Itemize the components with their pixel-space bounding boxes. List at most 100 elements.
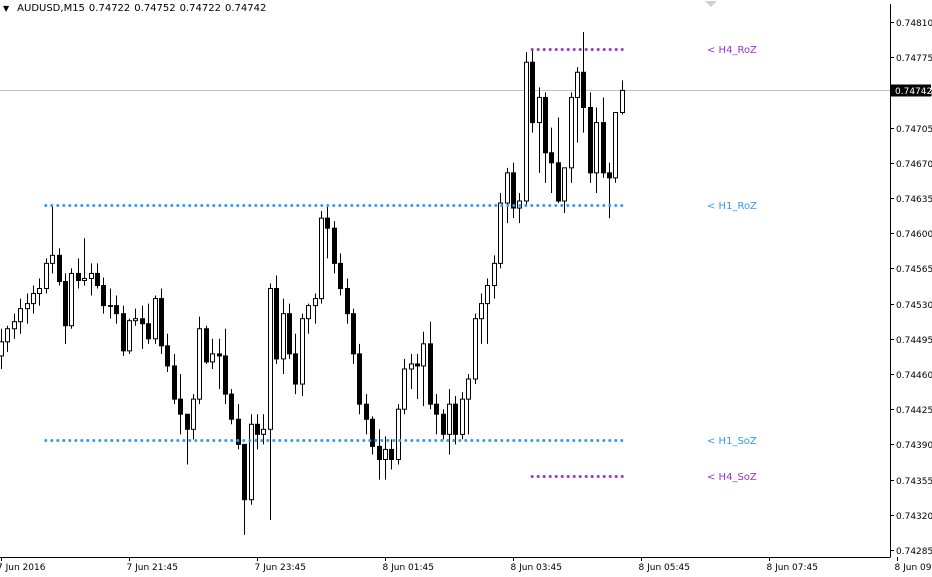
candle-down — [544, 97, 548, 152]
candle-down — [435, 404, 439, 414]
candle-down — [346, 289, 350, 314]
candle-up — [45, 263, 49, 288]
candle-up — [621, 90, 625, 112]
y-tick-label: 0.74775 — [896, 54, 932, 64]
level-label: < H4_RoZ — [707, 45, 757, 56]
candle-up — [422, 344, 426, 366]
y-tick-label: 0.74530 — [896, 301, 932, 311]
candle-down — [115, 306, 119, 314]
candle-up — [493, 263, 497, 285]
candle-up — [525, 62, 529, 201]
chart-shift-marker — [705, 1, 717, 7]
candle-up — [0, 342, 4, 356]
candle-down — [352, 314, 356, 354]
candle-down — [557, 163, 561, 201]
candle-down — [96, 273, 100, 285]
candle-down — [256, 424, 260, 434]
candle-down — [166, 346, 170, 366]
candle-up — [314, 299, 318, 306]
candle-down — [416, 364, 420, 366]
candle-up — [250, 424, 254, 499]
candle-down — [77, 273, 81, 280]
candle-up — [211, 354, 215, 362]
candle-down — [378, 446, 382, 459]
candle-up — [301, 319, 305, 384]
candle-down — [365, 404, 369, 419]
candle-up — [397, 409, 401, 459]
candle-up — [51, 255, 55, 263]
candle-up — [32, 294, 36, 304]
candle-down — [288, 314, 292, 354]
x-tick-label: 7 Jun 23:45 — [255, 563, 306, 573]
candle-down — [218, 354, 222, 356]
candle-up — [499, 203, 503, 263]
candle-up — [467, 379, 471, 399]
candle-up — [461, 399, 465, 434]
y-tick-label: 0.74635 — [896, 195, 932, 205]
y-tick-label: 0.74355 — [896, 477, 932, 487]
candle-up — [576, 72, 580, 97]
candle-up — [109, 306, 113, 307]
candle-up — [192, 399, 196, 429]
candle-up — [410, 364, 414, 369]
candle-down — [173, 366, 177, 399]
candle-down — [102, 285, 106, 305]
candle-up — [320, 218, 324, 298]
candle-down — [333, 228, 337, 263]
level-label: < H1_SoZ — [707, 436, 757, 447]
candle-down — [582, 72, 586, 107]
candle-up — [563, 168, 567, 201]
candle-down — [326, 218, 330, 228]
y-tick-label: 0.74425 — [896, 406, 932, 416]
candle-up — [506, 173, 510, 203]
y-tick-label: 0.74705 — [896, 125, 932, 135]
candle-up — [83, 278, 87, 280]
candle-up — [614, 113, 618, 178]
x-tick-label: 8 Jun 05:45 — [639, 563, 690, 573]
y-tick-label: 0.74285 — [896, 547, 932, 557]
candle-up — [26, 304, 30, 309]
candle-down — [243, 444, 247, 499]
candle-down — [339, 263, 343, 288]
candle-down — [147, 324, 151, 339]
candle-up — [384, 449, 388, 459]
candle-down — [390, 449, 394, 459]
candle-up — [19, 309, 23, 322]
y-tick-label: 0.74810 — [896, 19, 932, 29]
level-label: < H4_SoZ — [707, 472, 757, 483]
candle-down — [58, 255, 62, 281]
candle-up — [570, 97, 574, 167]
candle-up — [128, 321, 132, 351]
candle-down — [205, 329, 209, 362]
x-tick-label: 8 Jun 09:45 — [895, 563, 932, 573]
candle-down — [186, 414, 190, 429]
x-tick-label: 8 Jun 07:45 — [767, 563, 818, 573]
candle-up — [486, 285, 490, 303]
candle-up — [282, 314, 286, 359]
candle-up — [262, 429, 266, 434]
candle-up — [307, 306, 311, 319]
candle-down — [64, 281, 68, 325]
candle-up — [38, 289, 42, 294]
candle-down — [608, 173, 612, 178]
candle-up — [198, 329, 202, 399]
y-tick-label: 0.74670 — [896, 160, 932, 170]
y-tick-label: 0.74390 — [896, 441, 932, 451]
candle-up — [538, 97, 542, 122]
candle-up — [269, 289, 273, 430]
candle-down — [589, 107, 593, 172]
candle-down — [550, 153, 554, 163]
candle-up — [154, 299, 158, 339]
x-tick-label: 7 Jun 2016 — [0, 563, 46, 573]
candle-up — [480, 304, 484, 319]
candle-down — [141, 319, 145, 324]
price-tag-label: 0.74742 — [895, 87, 932, 97]
candle-up — [474, 319, 478, 379]
candle-down — [371, 419, 375, 446]
y-tick-label: 0.74565 — [896, 265, 932, 275]
candle-down — [429, 344, 433, 404]
candle-down — [179, 399, 183, 414]
candle-down — [224, 356, 228, 394]
x-tick-label: 8 Jun 01:45 — [383, 563, 434, 573]
